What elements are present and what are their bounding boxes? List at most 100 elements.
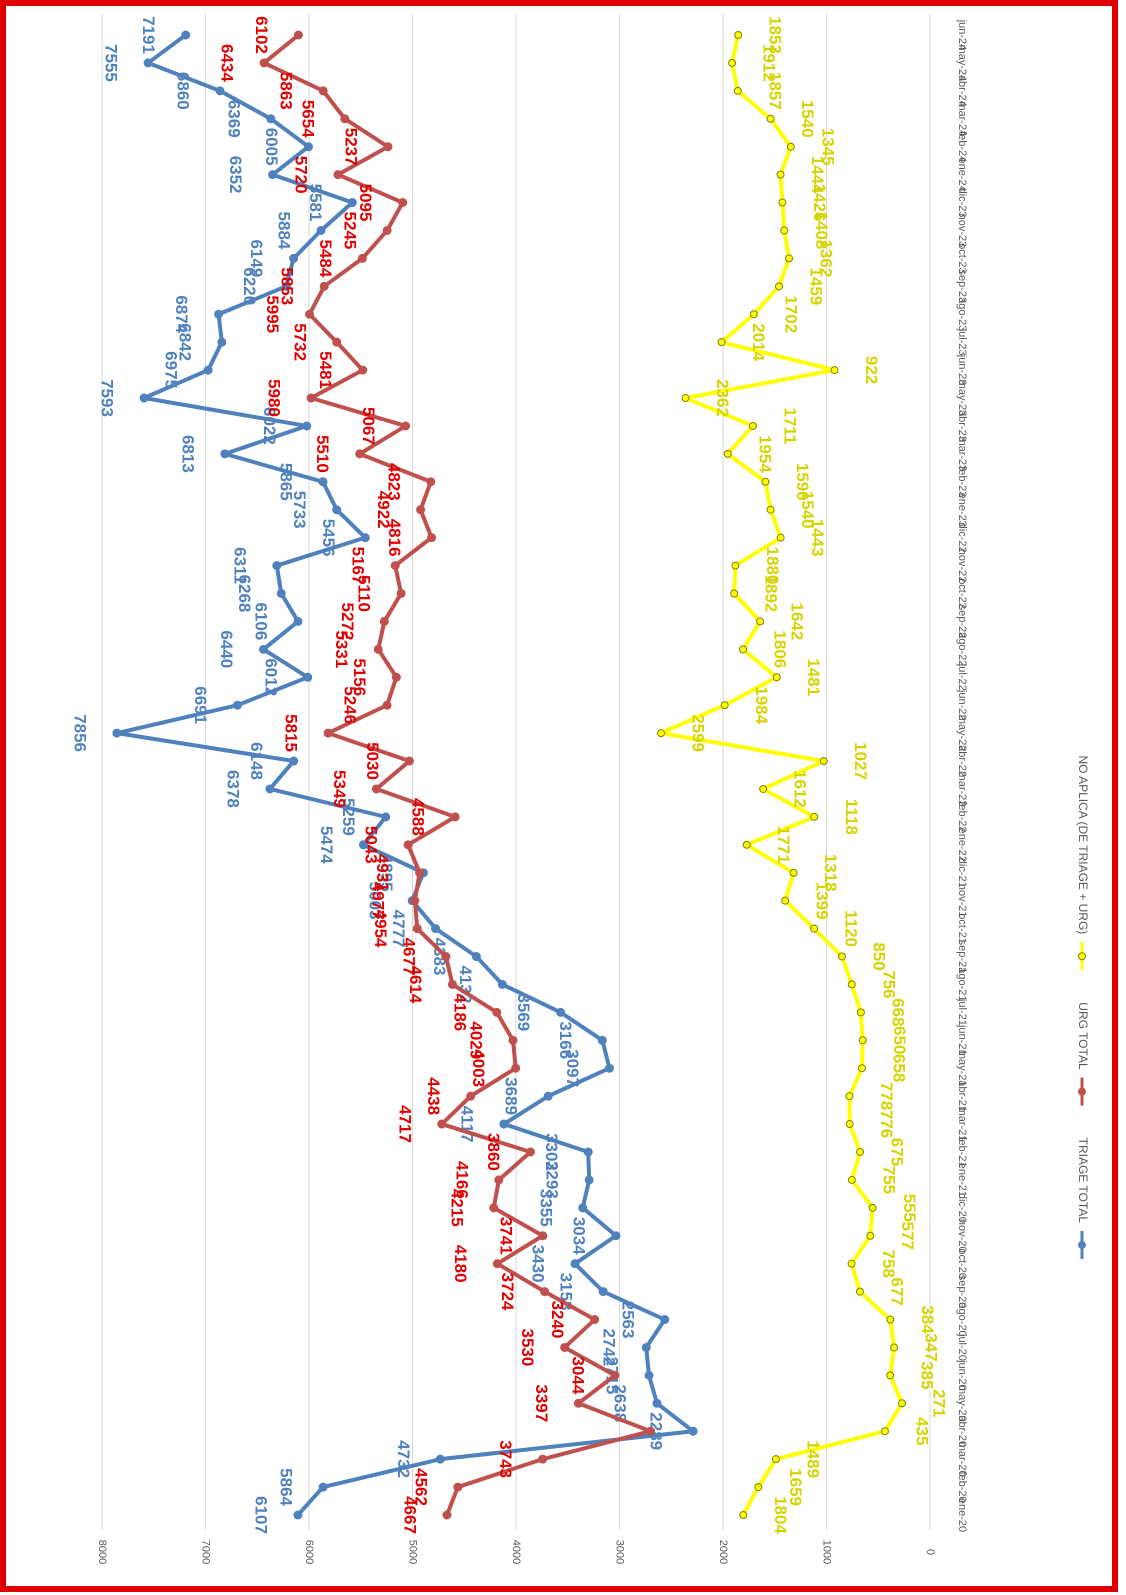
x-tick-label: dic-23 xyxy=(956,188,968,218)
data-label: 1408 xyxy=(812,212,831,250)
point xyxy=(652,1398,662,1408)
data-label: 6005 xyxy=(262,128,281,166)
data-label: 5481 xyxy=(316,351,335,389)
point xyxy=(573,1398,583,1408)
data-label: 675 xyxy=(888,1138,907,1166)
data-label: 1880 xyxy=(763,547,782,585)
data-label: 5884 xyxy=(275,212,294,250)
data-label: 1711 xyxy=(780,407,799,444)
legend-marker xyxy=(1078,1241,1086,1249)
point xyxy=(453,1482,463,1492)
data-label: 4180 xyxy=(451,1245,470,1283)
point xyxy=(293,1510,303,1520)
point xyxy=(646,1426,656,1436)
data-label: 5237 xyxy=(341,128,360,166)
data-label: 2638 xyxy=(610,1384,629,1422)
data-label: 4667 xyxy=(400,1496,419,1534)
point xyxy=(858,1036,867,1045)
point xyxy=(897,1399,906,1408)
point xyxy=(412,924,422,934)
point xyxy=(857,1064,866,1073)
data-label: 4166 xyxy=(452,1161,471,1199)
data-label: 4003 xyxy=(469,1049,488,1087)
x-tick-label: dic-20 xyxy=(956,1193,968,1223)
data-label: 5167 xyxy=(349,547,368,585)
data-label: 1118 xyxy=(842,799,861,835)
point xyxy=(289,756,299,766)
data-label: 5863 xyxy=(277,72,296,110)
point xyxy=(316,225,326,235)
data-label: 3569 xyxy=(514,993,533,1031)
x-tick-label: nov-21 xyxy=(956,884,968,918)
x-tick-label: ene-21 xyxy=(956,1163,968,1197)
point xyxy=(306,393,316,403)
point xyxy=(497,979,507,989)
data-label: 3530 xyxy=(518,1329,537,1367)
data-label: 7856 xyxy=(70,714,89,752)
data-label: 4954 xyxy=(371,910,390,948)
x-tick-label: feb-23 xyxy=(956,466,968,497)
data-label: 4029 xyxy=(467,1021,486,1059)
x-tick-label: sep-23 xyxy=(956,270,968,304)
x-tick-label: ago-21 xyxy=(956,967,968,1001)
data-label: 5331 xyxy=(332,630,351,668)
x-tick-label: sep-22 xyxy=(956,605,968,639)
x-tick-label: oct-20 xyxy=(956,1248,968,1279)
data-label: 650 xyxy=(890,1026,909,1054)
point xyxy=(323,728,333,738)
legend-label: URG TOTAL xyxy=(1076,1002,1090,1070)
point xyxy=(276,588,286,598)
data-label: 2599 xyxy=(689,714,708,752)
data-label: 3240 xyxy=(548,1301,567,1339)
point xyxy=(258,644,268,654)
data-label: 4931 xyxy=(373,854,392,892)
data-label: 1771 xyxy=(774,826,793,864)
x-tick-label: jun-23 xyxy=(956,354,968,386)
point xyxy=(471,952,481,962)
data-label: 4977 xyxy=(368,882,387,920)
x-tick-label: ene-20 xyxy=(956,1498,968,1532)
x-tick-label: feb-21 xyxy=(956,1136,968,1167)
point xyxy=(560,1342,570,1352)
point xyxy=(382,225,392,235)
data-label: 3724 xyxy=(498,1273,517,1311)
data-label: 5865 xyxy=(276,463,295,501)
point xyxy=(868,1203,877,1212)
data-label: 1954 xyxy=(755,435,774,473)
x-tick-label: feb-22 xyxy=(956,801,968,832)
point xyxy=(739,645,748,654)
point xyxy=(232,700,242,710)
data-label: 4922 xyxy=(374,491,393,529)
data-label: 347 xyxy=(922,1333,941,1361)
data-label: 776 xyxy=(877,1110,896,1138)
x-tick-label: mar-21 xyxy=(956,1107,968,1142)
x-tick-label: ene-23 xyxy=(956,493,968,527)
x-tick-label: ago-23 xyxy=(956,297,968,331)
data-label: 5581 xyxy=(306,184,325,222)
data-label: 1399 xyxy=(813,882,832,920)
point xyxy=(657,729,666,738)
point xyxy=(442,1510,452,1520)
y-tick-label: 4000 xyxy=(510,1540,522,1564)
data-label: 850 xyxy=(870,942,889,970)
point xyxy=(181,30,191,40)
point xyxy=(756,617,765,626)
data-label: 3860 xyxy=(484,1133,503,1171)
data-label: 1027 xyxy=(851,742,870,780)
data-label: 4117 xyxy=(457,1106,476,1143)
point xyxy=(754,1483,763,1492)
point xyxy=(776,533,785,542)
data-label: 5067 xyxy=(359,407,378,445)
point xyxy=(382,700,392,710)
point xyxy=(855,1287,864,1296)
point xyxy=(776,170,785,179)
point xyxy=(415,868,425,878)
point xyxy=(347,198,357,208)
data-label: 6311 xyxy=(230,547,249,584)
point xyxy=(508,1035,518,1045)
point xyxy=(583,1147,593,1157)
point xyxy=(761,477,770,486)
point xyxy=(772,673,781,682)
point xyxy=(890,1343,899,1352)
data-label: 4438 xyxy=(424,1077,443,1115)
